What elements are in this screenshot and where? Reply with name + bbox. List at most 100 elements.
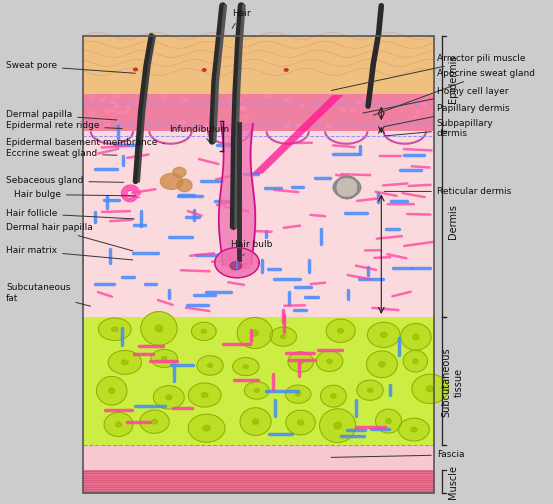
Ellipse shape xyxy=(411,427,417,432)
Ellipse shape xyxy=(362,96,368,99)
Ellipse shape xyxy=(251,330,258,336)
Ellipse shape xyxy=(326,319,355,342)
Ellipse shape xyxy=(111,109,116,112)
Ellipse shape xyxy=(298,360,303,364)
Ellipse shape xyxy=(270,327,296,346)
Ellipse shape xyxy=(98,318,131,341)
Ellipse shape xyxy=(134,68,137,71)
Ellipse shape xyxy=(203,425,210,431)
Ellipse shape xyxy=(191,322,216,341)
Ellipse shape xyxy=(367,322,400,347)
Ellipse shape xyxy=(241,107,246,110)
Bar xyxy=(82,317,434,445)
Ellipse shape xyxy=(205,123,210,127)
Ellipse shape xyxy=(182,99,188,102)
Ellipse shape xyxy=(230,262,242,270)
Ellipse shape xyxy=(401,324,431,350)
Ellipse shape xyxy=(230,98,235,101)
Bar xyxy=(82,445,434,470)
Text: Horny cell layer: Horny cell layer xyxy=(363,87,508,113)
Ellipse shape xyxy=(416,110,421,113)
Bar xyxy=(82,131,434,317)
Ellipse shape xyxy=(286,410,315,435)
Text: Epidermal basement membrance: Epidermal basement membrance xyxy=(6,138,164,147)
Ellipse shape xyxy=(188,414,225,442)
Ellipse shape xyxy=(379,362,385,367)
Text: Arrector pili muscle: Arrector pili muscle xyxy=(331,54,525,90)
Ellipse shape xyxy=(412,374,448,404)
Ellipse shape xyxy=(426,386,434,392)
Ellipse shape xyxy=(338,329,343,333)
Ellipse shape xyxy=(413,115,419,118)
Ellipse shape xyxy=(298,420,304,425)
Text: Subcutaneous
tissue: Subcutaneous tissue xyxy=(442,347,463,417)
Ellipse shape xyxy=(340,108,345,111)
Ellipse shape xyxy=(188,383,221,407)
Ellipse shape xyxy=(243,115,249,118)
Text: Dermis: Dermis xyxy=(448,204,458,239)
Text: Epidermis: Epidermis xyxy=(448,54,458,103)
Ellipse shape xyxy=(161,96,167,99)
Ellipse shape xyxy=(236,98,241,101)
Ellipse shape xyxy=(140,410,169,433)
Polygon shape xyxy=(215,247,259,278)
Ellipse shape xyxy=(104,412,133,436)
Ellipse shape xyxy=(197,356,223,375)
Ellipse shape xyxy=(152,419,158,424)
Text: Fascia: Fascia xyxy=(331,451,465,460)
Text: Eccrine sweat gland: Eccrine sweat gland xyxy=(6,149,117,158)
Ellipse shape xyxy=(281,335,286,339)
Ellipse shape xyxy=(386,419,391,423)
Ellipse shape xyxy=(134,102,139,105)
Ellipse shape xyxy=(126,106,131,109)
Ellipse shape xyxy=(240,408,271,435)
Ellipse shape xyxy=(173,167,186,177)
Ellipse shape xyxy=(116,422,122,427)
Ellipse shape xyxy=(122,360,128,365)
Ellipse shape xyxy=(90,96,95,99)
Ellipse shape xyxy=(116,111,122,114)
Ellipse shape xyxy=(296,124,301,127)
Ellipse shape xyxy=(153,386,184,409)
Ellipse shape xyxy=(108,350,142,374)
Ellipse shape xyxy=(265,95,270,98)
Ellipse shape xyxy=(178,179,192,192)
Ellipse shape xyxy=(233,357,259,375)
Ellipse shape xyxy=(213,115,218,118)
Ellipse shape xyxy=(333,177,361,198)
Ellipse shape xyxy=(151,349,178,367)
Ellipse shape xyxy=(237,318,273,348)
Ellipse shape xyxy=(112,327,118,332)
Ellipse shape xyxy=(320,409,356,443)
Ellipse shape xyxy=(403,350,427,372)
Ellipse shape xyxy=(240,107,246,110)
Ellipse shape xyxy=(284,124,290,128)
Ellipse shape xyxy=(327,359,332,363)
Ellipse shape xyxy=(284,98,290,101)
Ellipse shape xyxy=(380,332,387,337)
Text: Sweat pore: Sweat pore xyxy=(6,61,135,73)
Ellipse shape xyxy=(367,388,373,392)
Polygon shape xyxy=(252,95,343,174)
Bar xyxy=(82,94,434,131)
Text: Infundibulum: Infundibulum xyxy=(169,124,229,143)
Text: Dermal papilla: Dermal papilla xyxy=(6,110,117,120)
Ellipse shape xyxy=(114,95,119,98)
Bar xyxy=(82,445,434,470)
Text: Apocrine sweat gland: Apocrine sweat gland xyxy=(373,69,535,115)
Text: Subpapillary
dermis: Subpapillary dermis xyxy=(384,119,493,139)
Ellipse shape xyxy=(350,109,356,112)
Text: Reticular dermis: Reticular dermis xyxy=(384,187,511,196)
Ellipse shape xyxy=(155,325,163,332)
Ellipse shape xyxy=(253,419,259,424)
Ellipse shape xyxy=(180,121,185,124)
Text: Hair bulge: Hair bulge xyxy=(14,190,135,199)
Ellipse shape xyxy=(89,112,95,115)
Text: Papillary dermis: Papillary dermis xyxy=(384,104,509,127)
Ellipse shape xyxy=(114,104,119,107)
Ellipse shape xyxy=(284,69,288,71)
Text: Epidermal rete ridge: Epidermal rete ridge xyxy=(6,120,122,130)
Ellipse shape xyxy=(141,311,177,345)
Ellipse shape xyxy=(207,363,213,367)
Text: Hair: Hair xyxy=(232,9,251,28)
